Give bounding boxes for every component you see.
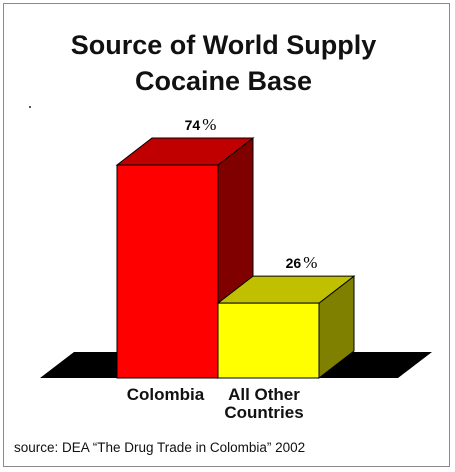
data-label-colombia: 74% [185,115,217,134]
source-note: source: DEA “The Drug Trade in Colombia”… [14,440,306,455]
category-label-other: All Other Countries [224,385,303,422]
bar-other-front [217,302,320,379]
stray-dot [29,106,31,108]
labels-group: 74 % Colombia 26 % All Other Countries [127,115,318,422]
chart-title-line-2: Cocaine Base [134,66,313,96]
chart-title-line-1: Source of World Supply [70,30,377,60]
bar-colombia-front [116,164,219,379]
data-label-other: 26% [286,253,318,272]
bars-group [115,136,356,380]
category-label-colombia: Colombia [127,385,205,404]
